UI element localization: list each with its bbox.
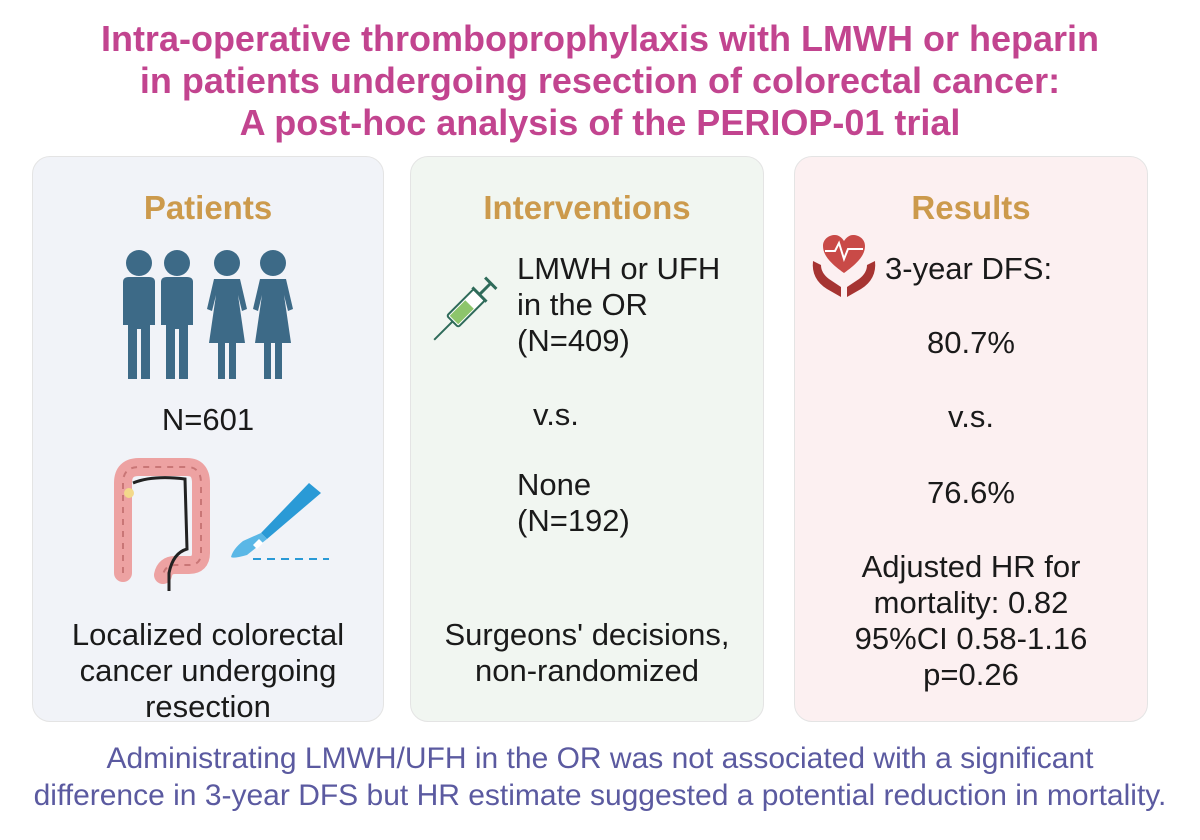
results-hr: Adjusted HR for mortality: 0.82 95%CI 0.… — [795, 549, 1147, 693]
arm1-line-1: LMWH or UFH — [517, 251, 721, 286]
conclusion-line-2: difference in 3-year DFS but HR estimate… — [33, 779, 1167, 812]
arm1-label: LMWH or UFH in the OR (N=409) — [517, 251, 720, 359]
syringe-icon — [433, 276, 498, 341]
title-line-3: A post-hoc analysis of the PERIOP-01 tri… — [239, 102, 961, 143]
patients-description: Localized colorectal cancer undergoing r… — [33, 617, 383, 725]
results-panel: Results 3-year DFS: 80.7% v.s. 76.6% Adj… — [794, 156, 1148, 722]
results-vs: v.s. — [948, 399, 994, 434]
hr-line-3: 95%CI 0.58-1.16 — [854, 621, 1088, 656]
interventions-heading: Interventions — [483, 189, 691, 226]
title-line-1: Intra-operative thromboprophylaxis with … — [100, 18, 1100, 59]
colon-icon — [114, 458, 210, 591]
patients-count: N=601 — [161, 402, 255, 437]
page-title: Intra-operative thromboprophylaxis with … — [0, 18, 1200, 144]
note-line-1: Surgeons' decisions, — [444, 617, 730, 652]
arm2-label: None (N=192) — [517, 467, 630, 539]
results-metric: 3-year DFS: — [885, 251, 1053, 286]
results-value-2: 76.6% — [927, 475, 1015, 510]
results-value-1: 80.7% — [927, 325, 1015, 360]
patients-heading: Patients — [143, 189, 273, 226]
patients-desc-line-1: Localized colorectal — [71, 617, 345, 652]
scalpel-icon — [231, 483, 329, 560]
people-icon — [123, 250, 293, 379]
hr-line-1: Adjusted HR for — [861, 549, 1081, 584]
interventions-panel: Interventions LMWH or UFH in the OR (N=4… — [410, 156, 764, 722]
conclusion-line-1: Administrating LMWH/UFH in the OR was no… — [106, 742, 1094, 775]
hr-line-2: mortality: 0.82 — [873, 585, 1069, 620]
arm1-line-3: (N=409) — [517, 323, 630, 358]
arm2-line-2: (N=192) — [517, 503, 630, 538]
conclusion: Administrating LMWH/UFH in the OR was no… — [0, 740, 1200, 814]
title-line-2: in patients undergoing resection of colo… — [139, 60, 1061, 101]
results-heading: Results — [911, 189, 1031, 226]
interventions-note: Surgeons' decisions, non-randomized — [411, 617, 763, 689]
heart-hands-icon — [812, 235, 876, 297]
patients-desc-line-3: resection — [145, 689, 271, 724]
patients-panel: Patients N=601 Localized colorecta — [32, 156, 384, 725]
note-line-2: non-randomized — [474, 653, 700, 688]
arm1-line-2: in the OR — [517, 287, 648, 322]
interventions-vs: v.s. — [533, 397, 579, 432]
patients-desc-line-2: cancer undergoing — [79, 653, 337, 688]
arm2-line-1: None — [517, 467, 592, 502]
hr-line-4: p=0.26 — [923, 657, 1019, 692]
